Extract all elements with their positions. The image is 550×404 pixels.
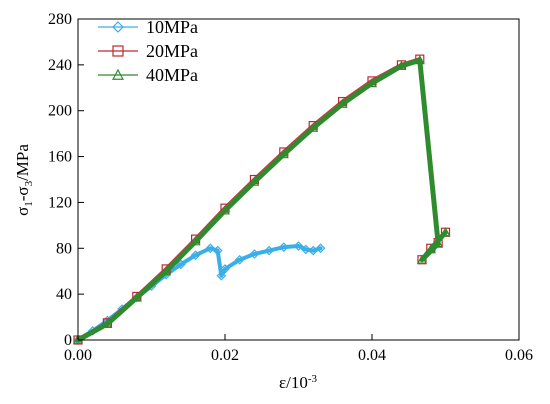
x-axis-title: ε/10-3 xyxy=(279,373,318,392)
data-point xyxy=(176,259,186,270)
data-point xyxy=(308,245,319,256)
series-line xyxy=(76,243,323,342)
data-point xyxy=(219,205,231,215)
data-point xyxy=(308,122,319,132)
data-point xyxy=(264,245,274,256)
data-point xyxy=(205,243,216,254)
plot-frame xyxy=(77,18,520,341)
legend: 10MPa 20MPa 40MPa xyxy=(98,17,198,85)
series-3 xyxy=(72,55,451,344)
x-tick-label: 0.06 xyxy=(505,347,533,364)
y-tick-label: 40 xyxy=(56,286,72,303)
legend-marker xyxy=(112,21,124,33)
ticks: 0.00 0.02 0.04 0.06 0 40 80 120 160 200 240 280 xyxy=(48,11,533,364)
data-point xyxy=(234,254,245,265)
y-tick-label: 160 xyxy=(48,149,72,166)
data-point xyxy=(293,241,304,251)
data-point xyxy=(212,245,223,256)
data-point xyxy=(440,226,451,237)
data-point xyxy=(190,236,201,246)
series-1 xyxy=(73,241,326,345)
y-tick-label: 280 xyxy=(48,11,72,28)
data-point xyxy=(433,238,444,248)
data-point xyxy=(396,60,407,71)
y-tick-label: 200 xyxy=(48,103,72,120)
y-tick-label: 120 xyxy=(48,194,72,211)
y-tick-label: 80 xyxy=(56,240,72,257)
y-tick-label: 0 xyxy=(64,332,72,349)
legend-item: 40MPa xyxy=(98,65,198,85)
data-point xyxy=(278,149,289,159)
data-point xyxy=(161,265,172,276)
legend-marker xyxy=(112,45,124,57)
legend-item: 20MPa xyxy=(98,41,198,61)
legend-label: 10MPa xyxy=(146,17,198,37)
data-point xyxy=(414,55,425,65)
legend-item: 10MPa xyxy=(98,17,198,37)
legend-label: 40MPa xyxy=(146,65,198,85)
data-point xyxy=(278,242,289,252)
y-axis-title: σ1-σ3/MPa xyxy=(13,144,35,216)
data-point xyxy=(416,254,427,264)
x-tick-label: 0.04 xyxy=(358,347,386,364)
x-tick-label: 0.00 xyxy=(64,347,92,364)
data-point xyxy=(315,243,326,254)
data-point xyxy=(249,176,260,186)
data-point xyxy=(249,249,260,259)
data-point xyxy=(102,318,113,328)
legend-marker xyxy=(111,68,125,80)
data-point xyxy=(220,264,230,274)
legend-label: 20MPa xyxy=(146,41,198,61)
plot-area xyxy=(77,18,520,341)
data-point xyxy=(425,244,436,254)
series-line xyxy=(75,57,448,343)
data-point xyxy=(216,270,227,281)
data-layer xyxy=(72,54,451,345)
x-tick-label: 0.02 xyxy=(211,347,239,364)
data-point xyxy=(131,292,142,302)
data-point xyxy=(337,98,348,108)
y-tick-label: 240 xyxy=(48,57,72,74)
data-point xyxy=(190,250,201,261)
data-point xyxy=(301,244,311,255)
data-point xyxy=(366,77,378,88)
